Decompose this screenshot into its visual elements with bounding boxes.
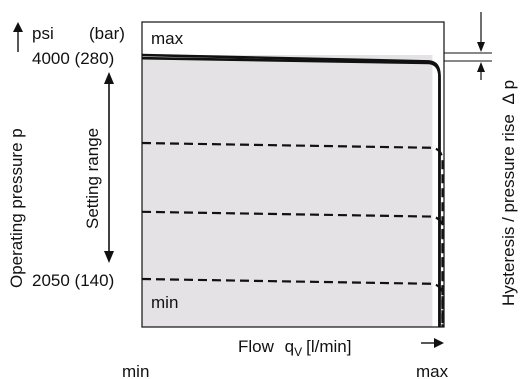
curve-3-dashed (141, 210, 444, 327)
x-axis-arrow-icon (421, 338, 444, 348)
min-curve-label: min (151, 293, 178, 312)
x-min-label: min (122, 362, 149, 379)
max-curve-label: max (151, 29, 184, 48)
y-tick-label-low: 2050 (140) (32, 271, 114, 290)
curve-2-dashed (141, 141, 444, 327)
y-axis-arrow-icon (13, 22, 23, 52)
x-axis-title-unit: [l/min] (306, 337, 351, 356)
hysteresis-delta-symbol: Δ p (499, 80, 518, 105)
curve-4-dashed (141, 277, 444, 327)
y-unit-psi: psi (32, 24, 54, 43)
y-unit-bar: (bar) (89, 24, 125, 43)
plot-frame (141, 21, 445, 328)
curve-1-solid (141, 56, 441, 327)
y-tick-label-high: 4000 (280) (32, 49, 114, 68)
hysteresis-indicator (444, 12, 492, 80)
setting-range-double-arrow-icon (104, 72, 114, 263)
setting-range-label: Setting range (83, 128, 102, 229)
x-axis-title-symbol: q (285, 337, 294, 356)
x-axis-title-prefix: Flow (238, 337, 275, 356)
x-axis-title: Flow qV [l/min] (238, 337, 351, 359)
hysteresis-label: Hysteresis / pressure rise Δ p (499, 80, 518, 306)
setting-range-shaded-area (142, 55, 433, 327)
characteristic-curves (141, 53, 444, 327)
x-max-label: max (416, 362, 449, 379)
hysteresis-label-text: Hysteresis / pressure rise (499, 114, 518, 306)
y-axis-title: Operating pressure p (7, 128, 26, 288)
x-axis-title-subscript: V (294, 345, 302, 359)
